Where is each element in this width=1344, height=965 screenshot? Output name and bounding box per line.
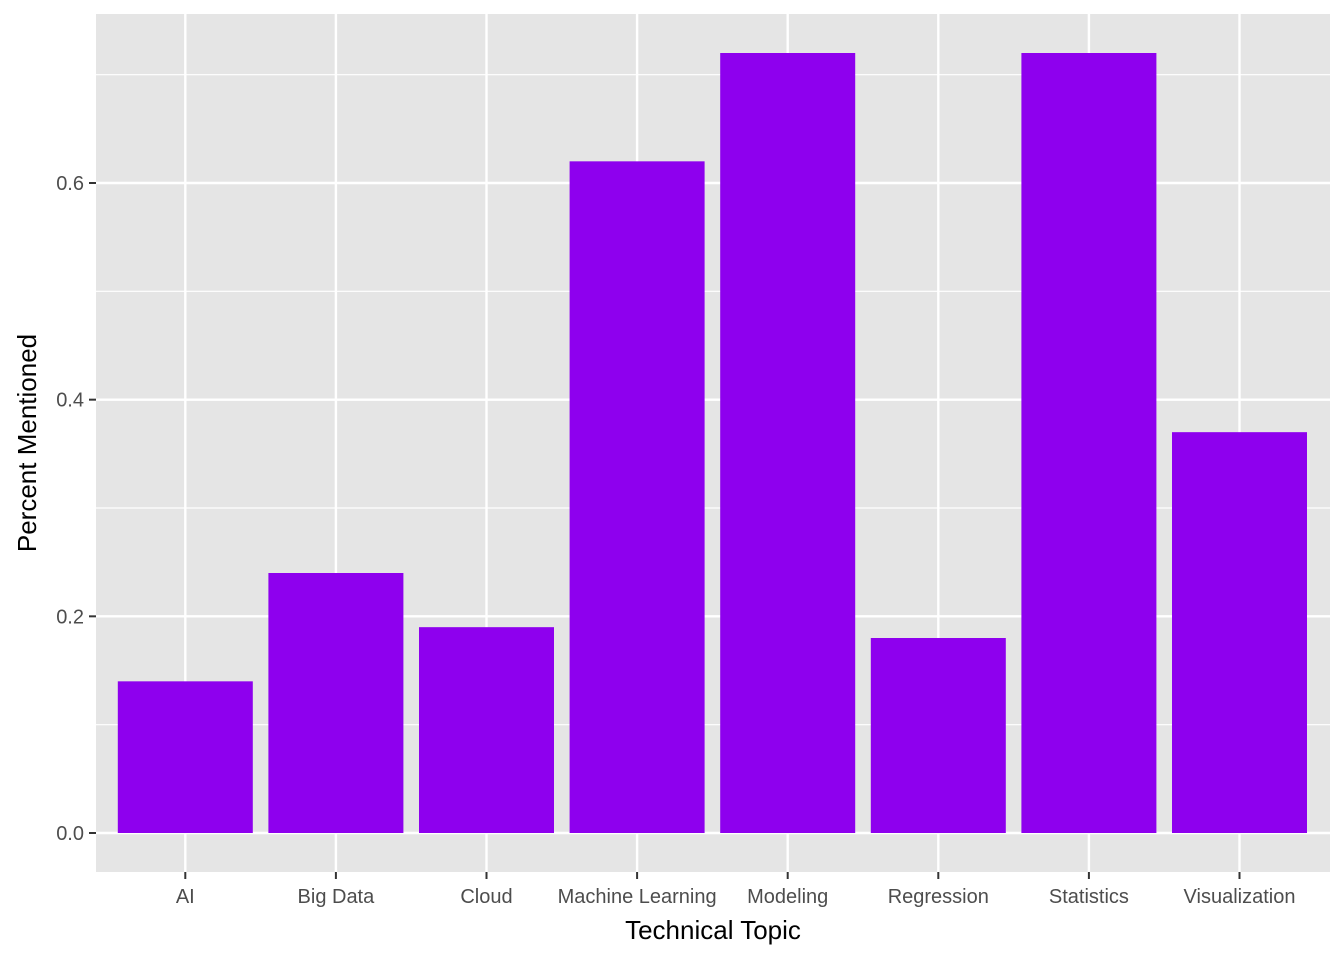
bar-modeling bbox=[720, 53, 856, 833]
y-tick-label: 0.4 bbox=[56, 390, 84, 412]
y-tick-label: 0.0 bbox=[56, 823, 84, 845]
x-tick-label: AI bbox=[176, 886, 195, 908]
bar-machine-learning bbox=[569, 161, 705, 834]
bar-ai bbox=[117, 681, 253, 833]
x-tick-label: Visualization bbox=[1184, 886, 1296, 908]
x-tick-label: Modeling bbox=[747, 886, 828, 908]
bar-cloud bbox=[419, 627, 554, 833]
bar-big-data bbox=[268, 573, 404, 833]
bar-visualization bbox=[1172, 432, 1307, 833]
bar-regression bbox=[870, 638, 1006, 833]
x-axis-ticks: AI Big Data Cloud Machine Learning Modeling R… bbox=[176, 872, 1296, 908]
bar-statistics bbox=[1021, 53, 1157, 833]
x-tick-label: Machine Learning bbox=[558, 886, 717, 908]
y-axis-title: Percent Mentioned bbox=[12, 334, 42, 552]
x-tick-label: Cloud bbox=[460, 886, 512, 908]
bars bbox=[117, 53, 1307, 834]
x-axis-title: Technical Topic bbox=[625, 915, 801, 945]
y-tick-label: 0.2 bbox=[56, 606, 84, 628]
y-axis-ticks: 0.0 0.2 0.4 0.6 bbox=[56, 173, 96, 845]
x-tick-label: Big Data bbox=[298, 886, 376, 908]
y-tick-label: 0.6 bbox=[56, 173, 84, 195]
x-tick-label: Statistics bbox=[1049, 886, 1129, 908]
x-tick-label: Regression bbox=[888, 886, 989, 908]
